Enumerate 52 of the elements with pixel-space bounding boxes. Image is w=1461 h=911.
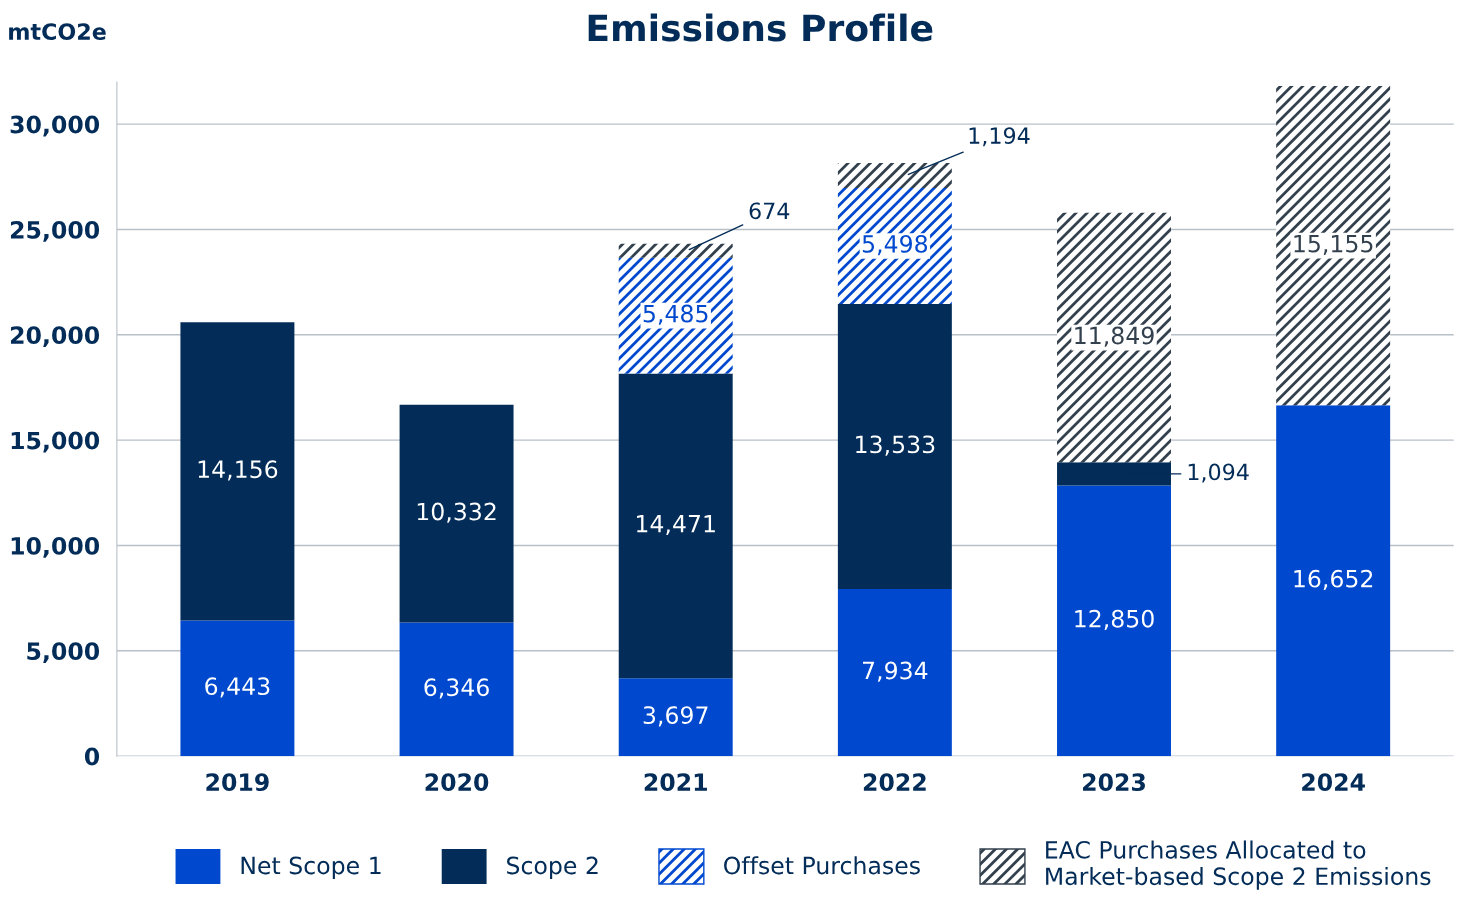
data-label: 16,652 (1294, 569, 1373, 590)
data-label: 3,697 (643, 706, 708, 727)
legend-label: EAC Purchases Allocated to Market-based Scope 2 Emissions (1046, 840, 1431, 890)
data-label: 5,498 (862, 234, 928, 256)
y-tick-label: 20,000 (10, 326, 100, 348)
legend-label: Net Scope 1 (241, 856, 381, 879)
legend-label: Offset Purchases (724, 856, 920, 875)
data-label: 15,155 (1294, 234, 1373, 255)
y-tick-label: 0 (84, 747, 100, 766)
data-label: 6,346 (424, 678, 489, 699)
data-label: 10,332 (417, 502, 496, 523)
x-tick-label: 2019 (206, 773, 269, 792)
data-label: 11,849 (1075, 326, 1154, 347)
x-tick-label: 2022 (863, 773, 926, 792)
data-label: 5,485 (643, 304, 708, 325)
x-tick-label: 2020 (425, 773, 489, 792)
data-label: 13,533 (856, 435, 935, 456)
bar (1057, 485, 1171, 757)
bar (399, 622, 514, 757)
bar (180, 322, 295, 621)
bar (618, 373, 733, 679)
bar (837, 162, 952, 189)
y-tick-label: 15,000 (11, 431, 100, 453)
bar (837, 188, 952, 304)
x-tick-label: 2021 (644, 773, 707, 792)
x-tick-label: 2023 (1083, 773, 1145, 792)
data-label: 14,156 (198, 460, 278, 481)
y-tick-label: 25,000 (10, 220, 100, 242)
data-label: 6,443 (205, 677, 270, 698)
x-tick-label: 2024 (1302, 773, 1365, 792)
data-label: 1,094 (1188, 463, 1249, 483)
bar (837, 588, 952, 757)
bar (618, 678, 733, 757)
legend-label: Scope 2 (507, 856, 598, 879)
bar (399, 404, 514, 623)
bar (180, 620, 295, 757)
data-label: 1,194 (969, 127, 1030, 147)
y-tick-label: 5,000 (27, 642, 100, 664)
data-label: 14,471 (637, 515, 715, 536)
y-tick-label: 30,000 (10, 115, 100, 137)
data-label: 7,934 (863, 661, 928, 682)
y-axis-title: mtCO2e (9, 23, 106, 40)
bar (1276, 405, 1391, 757)
bar (618, 243, 733, 258)
bar (837, 303, 952, 589)
bar (1276, 86, 1391, 406)
y-tick-label: 10,000 (11, 536, 100, 558)
bar (618, 257, 733, 374)
bar (1057, 212, 1171, 463)
data-label: 12,850 (1075, 609, 1154, 631)
data-label: 674 (749, 202, 790, 220)
chart-title: Emissions Profile (588, 13, 933, 42)
